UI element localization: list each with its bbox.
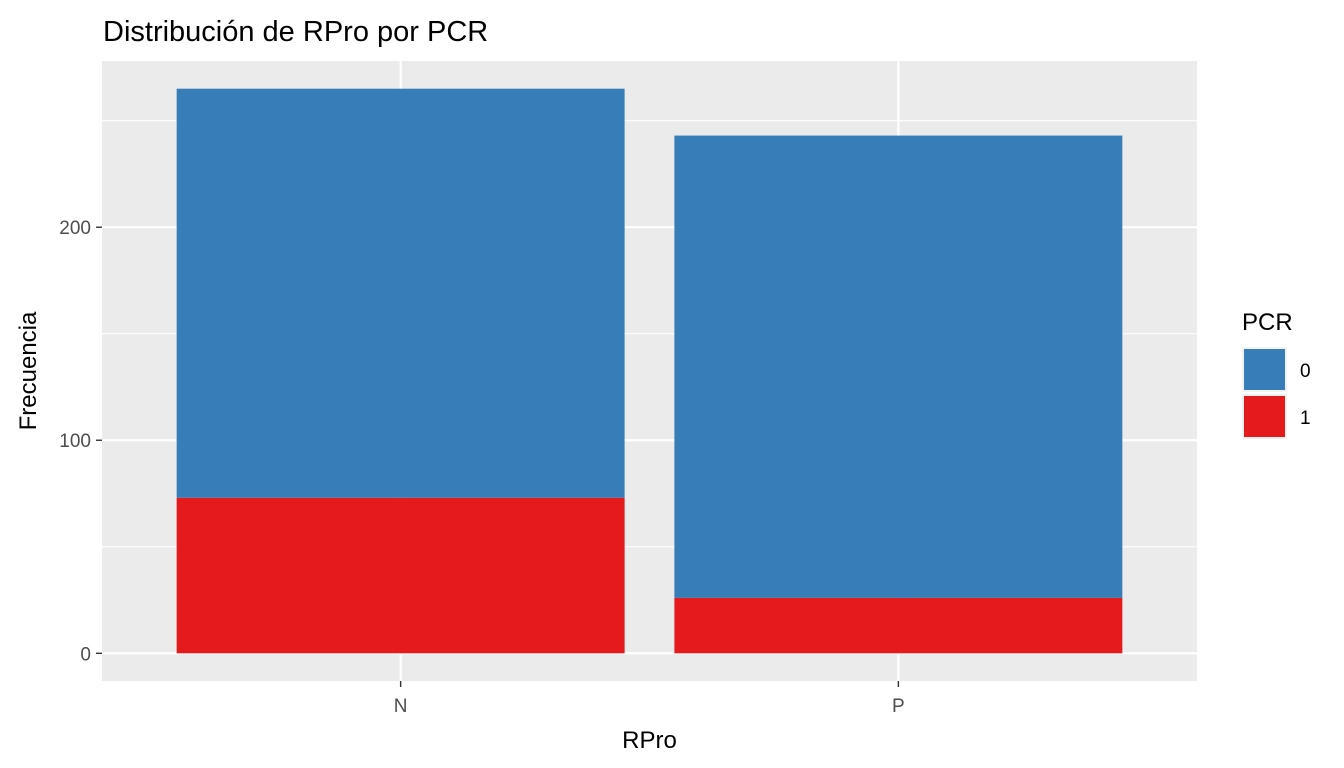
legend-label-0: 0 bbox=[1300, 361, 1311, 382]
y-tick-label: 0 bbox=[80, 644, 91, 665]
y-tick-label: 200 bbox=[59, 218, 91, 239]
chart-title: Distribución de RPro por PCR bbox=[103, 16, 488, 48]
legend-items: 01 bbox=[1242, 347, 1311, 439]
y-axis-ticks: 0 100 200 bbox=[59, 218, 102, 665]
bar-P-pcr-0 bbox=[674, 135, 1123, 598]
x-tick-label: P bbox=[892, 696, 905, 717]
y-tick-label: 100 bbox=[59, 431, 91, 452]
legend-key-1 bbox=[1244, 396, 1285, 437]
bar-P-pcr-1 bbox=[674, 597, 1123, 654]
bar-N-pcr-0 bbox=[176, 88, 625, 498]
bar-N-pcr-1 bbox=[176, 497, 625, 654]
legend-key-0 bbox=[1244, 349, 1285, 390]
legend-title: PCR bbox=[1242, 309, 1293, 336]
y-axis-title: Frecuencia bbox=[15, 311, 42, 430]
x-tick-label: N bbox=[394, 696, 408, 717]
x-axis-title: RPro bbox=[622, 727, 677, 754]
bars bbox=[176, 88, 1123, 654]
legend-label-1: 1 bbox=[1300, 408, 1311, 429]
legend: PCR 01 bbox=[1242, 309, 1311, 439]
